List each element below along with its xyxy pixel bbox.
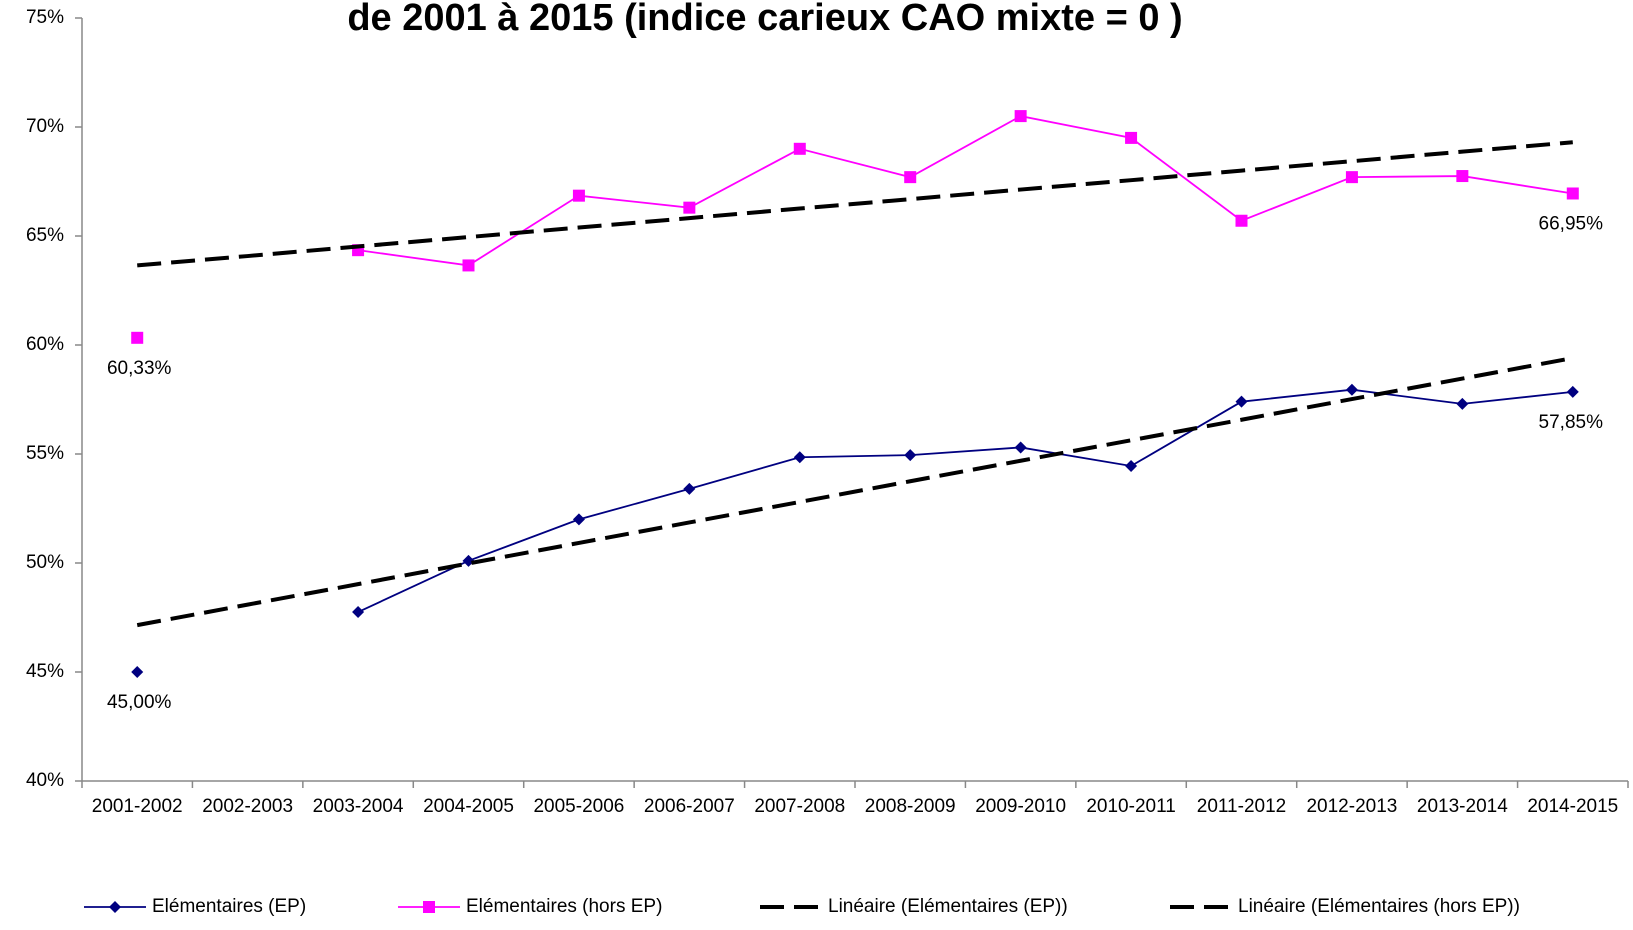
x-tick-label: 2005-2006: [533, 796, 624, 817]
point: [1566, 187, 1579, 200]
point: [1235, 214, 1248, 227]
point: [1566, 385, 1579, 398]
x-tick-label: 2013-2014: [1417, 796, 1508, 817]
data-label: 57,85%: [1539, 412, 1604, 433]
legend-marker: [423, 901, 435, 913]
point: [131, 666, 144, 678]
legend-marker: [109, 901, 121, 913]
y-tick-label: 70%: [26, 116, 64, 137]
y-tick-label: 40%: [26, 770, 64, 791]
point: [904, 449, 917, 462]
x-tick-label: 2009-2010: [975, 796, 1066, 817]
legend-label: Elémentaires (EP): [152, 896, 306, 917]
data-label: 45,00%: [107, 692, 172, 713]
point: [683, 482, 696, 495]
x-tick-label: 2002-2003: [202, 796, 293, 817]
legend-label: Elémentaires (hors EP): [466, 896, 662, 917]
point: [572, 189, 585, 202]
point: [793, 451, 806, 464]
point: [462, 554, 475, 567]
y-tick-label: 60%: [26, 334, 64, 355]
point: [1456, 397, 1469, 410]
point: [1125, 131, 1138, 144]
x-tick-label: 2012-2013: [1306, 796, 1397, 817]
x-tick-label: 2007-2008: [754, 796, 845, 817]
data-label: 66,95%: [1539, 214, 1604, 235]
point: [793, 142, 806, 155]
series-line: [357, 115, 1573, 267]
x-tick-label: 2001-2002: [92, 796, 183, 817]
trend-line: [136, 356, 1574, 628]
point: [1014, 110, 1027, 123]
point: [1235, 395, 1248, 408]
trend-line: [137, 140, 1573, 268]
point: [1456, 170, 1469, 183]
x-tick-label: 2003-2004: [313, 796, 404, 817]
point: [1345, 383, 1358, 396]
x-tick-label: 2008-2009: [865, 796, 956, 817]
x-tick-label: 2004-2005: [423, 796, 514, 817]
point: [131, 331, 144, 344]
point: [462, 259, 475, 272]
x-tick-label: 2011-2012: [1197, 796, 1286, 817]
point: [352, 244, 365, 257]
point: [1014, 441, 1027, 454]
series-line: [357, 388, 1573, 613]
point: [683, 201, 696, 214]
point: [1125, 459, 1138, 472]
x-tick-label: 2006-2007: [644, 796, 735, 817]
x-tick-label: 2010-2011: [1086, 796, 1175, 817]
y-tick-label: 55%: [26, 443, 64, 464]
y-tick-label: 75%: [26, 7, 64, 28]
y-tick-label: 45%: [26, 661, 64, 682]
y-tick-label: 65%: [26, 225, 64, 246]
point: [1345, 171, 1358, 184]
point: [352, 606, 365, 619]
legend-label: Linéaire (Elémentaires (hors EP)): [1238, 896, 1520, 917]
y-tick-label: 50%: [26, 552, 64, 573]
chart-title: de 2001 à 2015 (indice carieux CAO mixte…: [347, 0, 1182, 39]
data-label: 60,33%: [107, 358, 172, 379]
point: [904, 171, 917, 184]
x-tick-label: 2014-2015: [1527, 796, 1618, 817]
point: [572, 513, 585, 526]
legend-label: Linéaire (Elémentaires (EP)): [828, 896, 1068, 917]
